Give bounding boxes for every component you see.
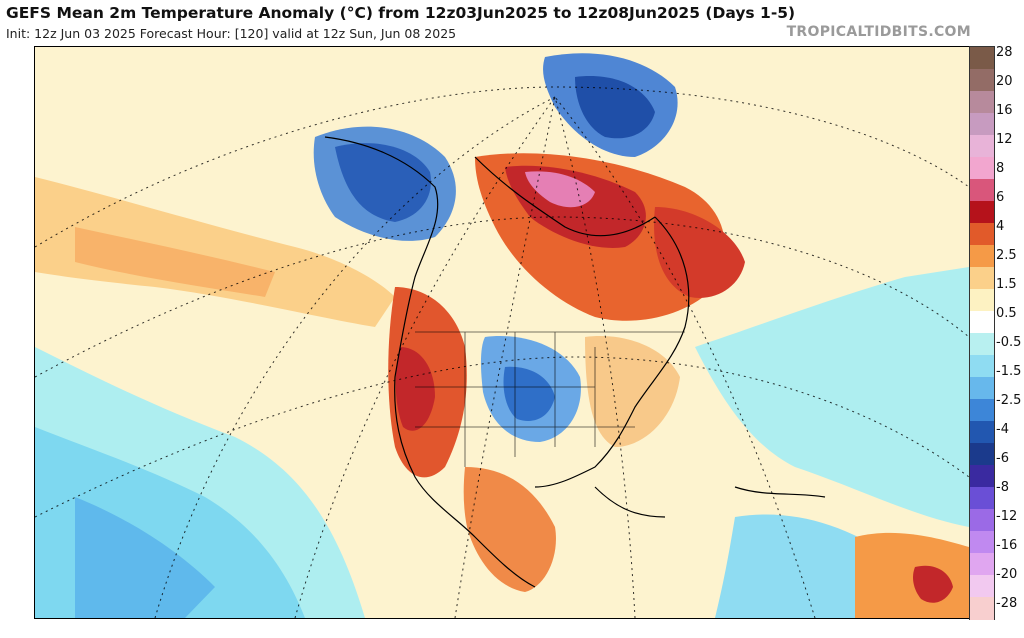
colorbar-swatch (970, 223, 994, 246)
map-graticule (35, 86, 969, 618)
colorbar-swatch (970, 553, 994, 576)
map-title: GEFS Mean 2m Temperature Anomaly (°C) fr… (6, 4, 796, 22)
colorbar-swatch (970, 245, 994, 268)
colorbar-swatch (970, 179, 994, 202)
colorbar-tick-label: -4 (996, 422, 1009, 437)
north-pacific-warm-band (35, 177, 395, 327)
colorbar-tick-label: -0.5 (996, 335, 1022, 350)
anomaly-map (34, 46, 970, 619)
colorbar-tick-label: -1.5 (996, 364, 1022, 379)
colorbar-swatch (970, 597, 994, 620)
colorbar-tick-label: -12 (996, 509, 1018, 524)
colorbar-swatch (970, 465, 994, 488)
greenland-cool-core (575, 76, 655, 139)
colorbar-swatch (970, 157, 994, 180)
map-subtitle: Init: 12z Jun 03 2025 Forecast Hour: [12… (6, 26, 457, 41)
colorbar-swatch (970, 487, 994, 510)
anomaly-map-svg (35, 47, 969, 618)
colorbar-swatch (970, 399, 994, 422)
colorbar-tick-label: 1.5 (996, 277, 1017, 292)
pacific-cool-patch (75, 497, 215, 618)
colorbar-tick-label: -6 (996, 451, 1009, 466)
central-us-cool-core (503, 366, 555, 421)
colorbar-tick-label: 16 (996, 103, 1013, 118)
colorbar-tick-label: -16 (996, 538, 1018, 553)
eastern-us-warm (585, 336, 680, 447)
colorbar-swatch (970, 531, 994, 554)
south-america-warm-core (913, 565, 953, 603)
colorbar-tick-label: -28 (996, 596, 1018, 611)
coastlines (324, 136, 826, 588)
colorbar (969, 46, 995, 620)
colorbar-swatch (970, 135, 994, 158)
colorbar-swatch (970, 575, 994, 598)
colorbar-tick-label: -8 (996, 480, 1009, 495)
political-borders (415, 331, 685, 467)
colorbar-tick-label: -2.5 (996, 393, 1022, 408)
canada-warm-pink (525, 171, 595, 208)
colorbar-tick-label: 8 (996, 161, 1005, 176)
colorbar-swatch (970, 443, 994, 466)
south-america-warm (855, 532, 969, 618)
colorbar-swatch (970, 91, 994, 114)
colorbar-swatch (970, 289, 994, 312)
colorbar-tick-label: -20 (996, 567, 1018, 582)
alaska-cool-core (335, 143, 431, 222)
colorbar-tick-label: 2.5 (996, 248, 1017, 263)
colorbar-swatch (970, 69, 994, 92)
colorbar-swatch (970, 113, 994, 136)
colorbar-swatch (970, 311, 994, 334)
colorbar-swatch (970, 355, 994, 378)
colorbar-tick-label: 28 (996, 45, 1013, 60)
colorbar-tick-label: 6 (996, 190, 1005, 205)
western-us-warm-core (395, 347, 435, 431)
colorbar-swatch (970, 333, 994, 356)
quebec-warm-region (654, 207, 745, 298)
colorbar-swatch (970, 47, 994, 70)
colorbar-tick-label: 12 (996, 132, 1013, 147)
colorbar-tick-label: 0.5 (996, 306, 1017, 321)
colorbar-tick-label: 4 (996, 219, 1005, 234)
mexico-warm (463, 467, 556, 592)
brand-watermark: TROPICALTIDBITS.COM (786, 24, 971, 40)
colorbar-swatch (970, 267, 994, 290)
colorbar-swatch (970, 421, 994, 444)
colorbar-swatch (970, 377, 994, 400)
atlantic-cool-region (695, 267, 969, 527)
colorbar-tick-label: 20 (996, 74, 1013, 89)
colorbar-swatch (970, 509, 994, 532)
north-pacific-warm-core (75, 227, 275, 297)
colorbar-swatch (970, 201, 994, 224)
